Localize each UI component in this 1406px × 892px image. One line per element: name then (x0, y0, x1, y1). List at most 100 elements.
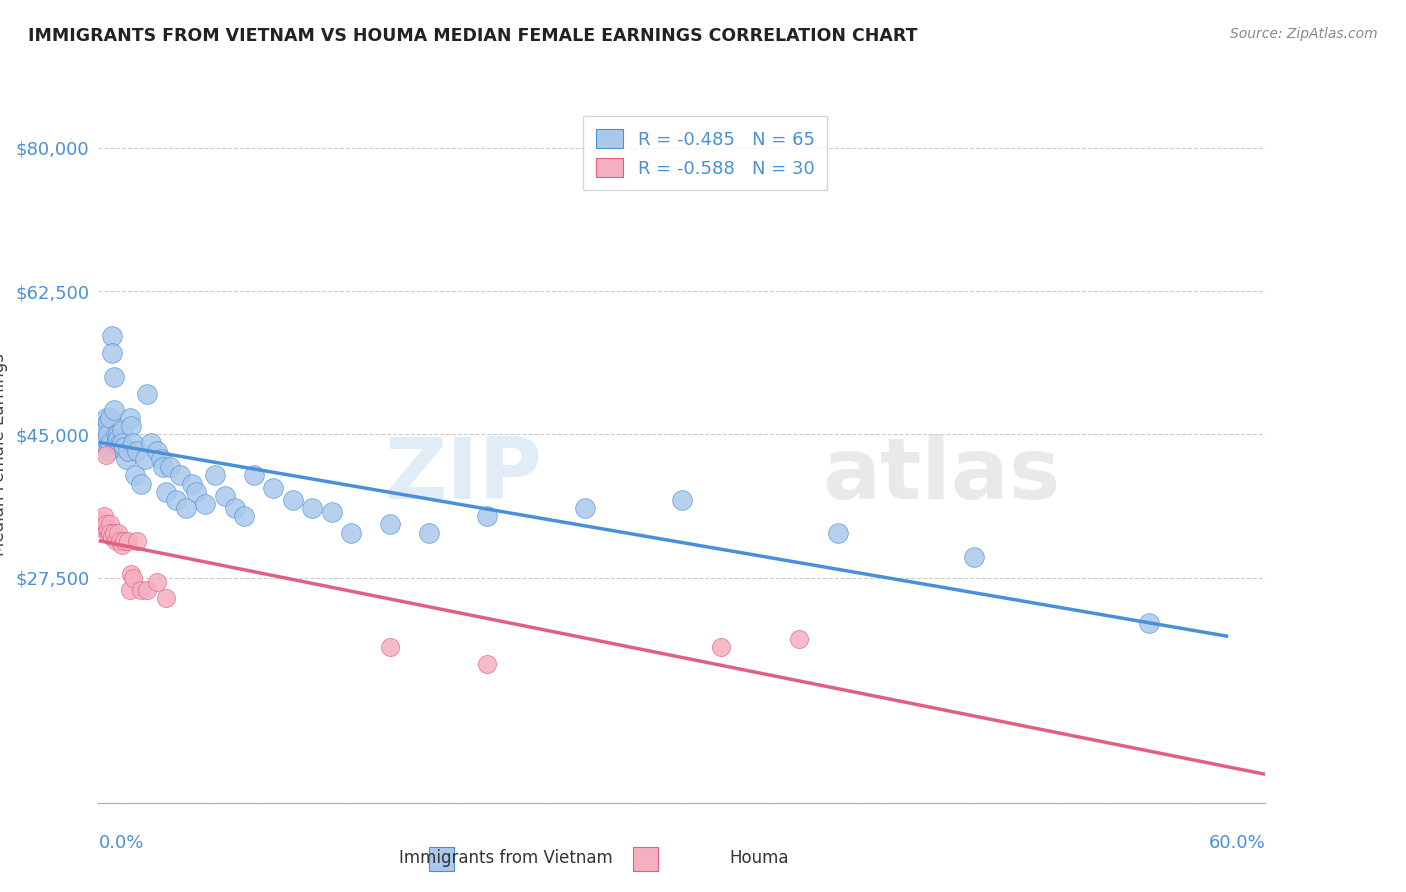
Point (108, 440, 131, 454)
Point (117, 443, 139, 458)
Point (787, 632, 810, 646)
Text: Source: ZipAtlas.com: Source: ZipAtlas.com (1230, 27, 1378, 41)
Point (180, 476, 202, 491)
Legend: R = -0.485   N = 65, R = -0.588   N = 30: R = -0.485 N = 65, R = -0.588 N = 30 (583, 116, 827, 190)
Point (97, 522, 120, 536)
Point (214, 489, 236, 503)
Point (671, 492, 693, 507)
Point (243, 468, 266, 483)
Point (129, 582, 152, 597)
Point (477, 657, 499, 671)
Point (118, 582, 141, 597)
Point (710, 640, 733, 655)
Point (107, 525, 129, 540)
Point (165, 492, 187, 507)
Point (574, 501, 596, 516)
Point (96, 448, 118, 462)
Point (827, 525, 849, 540)
Point (111, 435, 134, 450)
Point (233, 509, 256, 524)
Text: Houma: Houma (730, 849, 789, 867)
Y-axis label: Median Female Earnings: Median Female Earnings (0, 353, 8, 557)
Text: IMMIGRANTS FROM VIETNAM VS HOUMA MEDIAN FEMALE EARNINGS CORRELATION CHART: IMMIGRANTS FROM VIETNAM VS HOUMA MEDIAN … (28, 27, 918, 45)
Point (121, 419, 143, 434)
Text: ZIP: ZIP (384, 434, 541, 517)
Point (378, 517, 402, 532)
Point (204, 468, 226, 483)
Point (107, 432, 129, 446)
Point (136, 386, 159, 401)
Point (224, 501, 246, 516)
Point (418, 525, 440, 540)
Text: Immigrants from Vietnam: Immigrants from Vietnam (399, 849, 613, 867)
Point (1137, 615, 1160, 630)
Point (112, 440, 135, 454)
Point (103, 525, 125, 540)
Point (96, 423, 118, 437)
Point (97, 427, 120, 442)
Point (101, 329, 124, 343)
Point (93, 522, 115, 536)
Point (134, 452, 156, 467)
Point (103, 370, 125, 384)
Point (169, 468, 191, 483)
Point (136, 582, 159, 597)
Point (121, 566, 143, 581)
Point (89, 435, 111, 450)
Point (111, 538, 134, 552)
Point (93, 435, 115, 450)
Point (159, 460, 181, 475)
Point (93, 419, 115, 434)
Point (139, 435, 162, 450)
Point (149, 452, 172, 467)
Point (96, 517, 118, 532)
Point (104, 435, 127, 450)
Text: 60.0%: 60.0% (1209, 834, 1265, 852)
Point (477, 509, 499, 524)
Point (129, 476, 152, 491)
Point (91, 427, 114, 442)
Point (262, 481, 284, 495)
Point (146, 574, 169, 589)
Point (97, 525, 120, 540)
Point (96, 432, 118, 446)
Point (118, 411, 141, 425)
Point (155, 484, 177, 499)
Point (122, 435, 145, 450)
Point (98, 411, 121, 425)
Point (104, 533, 127, 548)
Point (112, 533, 135, 548)
Point (89, 517, 111, 532)
Point (101, 530, 124, 544)
Point (378, 640, 402, 655)
Point (107, 427, 129, 442)
Point (111, 423, 134, 437)
Point (152, 460, 174, 475)
Point (281, 492, 304, 507)
Point (340, 525, 363, 540)
Point (122, 571, 145, 585)
Point (117, 533, 139, 548)
Point (127, 533, 149, 548)
Point (321, 505, 343, 519)
Point (104, 427, 127, 442)
Point (97, 443, 120, 458)
Point (98, 525, 121, 540)
Point (174, 501, 197, 516)
Point (124, 468, 146, 483)
Point (155, 591, 177, 606)
Point (114, 452, 136, 467)
Point (97, 415, 120, 429)
Point (91, 513, 114, 527)
Point (98, 517, 121, 532)
Point (103, 403, 125, 417)
Point (101, 345, 124, 359)
Point (98, 435, 121, 450)
Point (184, 484, 207, 499)
Point (93, 509, 115, 524)
Point (108, 435, 131, 450)
Point (96, 411, 118, 425)
Point (194, 497, 217, 511)
Point (962, 550, 984, 565)
Text: 0.0%: 0.0% (98, 834, 143, 852)
